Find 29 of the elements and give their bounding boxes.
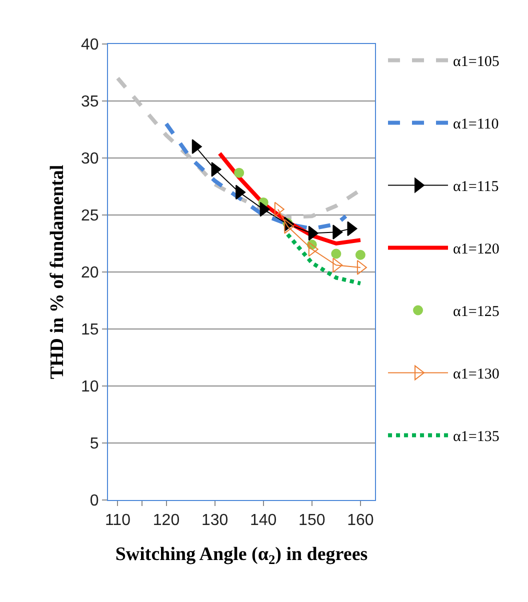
x-tick-label: 110: [104, 512, 131, 530]
line-series: [218, 151, 362, 246]
legend-label: α1=135: [453, 429, 500, 446]
x-axis-title: Switching Angle (α$_{2}$) in degrees: [115, 544, 368, 567]
y-tick-label: 30: [81, 150, 99, 168]
x-tick-label: 140: [250, 512, 277, 530]
x-tick-label: 150: [298, 512, 326, 530]
y-tick-label: 35: [81, 94, 99, 111]
y-tick-label: 15: [81, 322, 99, 339]
legend-label: α1=115: [453, 179, 499, 196]
legend-label: α1=105: [453, 54, 500, 70]
legend-label: α1=125: [453, 304, 500, 320]
legend-label: α1=110: [453, 116, 499, 133]
point: [355, 250, 366, 260]
legend-label: α1=130: [453, 366, 500, 383]
y-tick-label: 0: [90, 492, 99, 510]
legend-label: α1=120: [453, 242, 500, 258]
y-tick-label: 10: [81, 378, 99, 396]
x-tick-label: 130: [201, 512, 228, 530]
y-axis-title: THD in % of fundamental: [46, 164, 68, 380]
y-tick-label: 5: [90, 436, 99, 453]
y-tick-label: 25: [81, 208, 99, 225]
point: [234, 168, 244, 178]
y-tick-label: 20: [81, 264, 99, 282]
point: [331, 248, 342, 259]
x-tick-label: 160: [347, 512, 374, 530]
x-tick-label: 120: [152, 512, 180, 530]
y-tick-label: 40: [81, 36, 99, 54]
point: [356, 260, 367, 275]
